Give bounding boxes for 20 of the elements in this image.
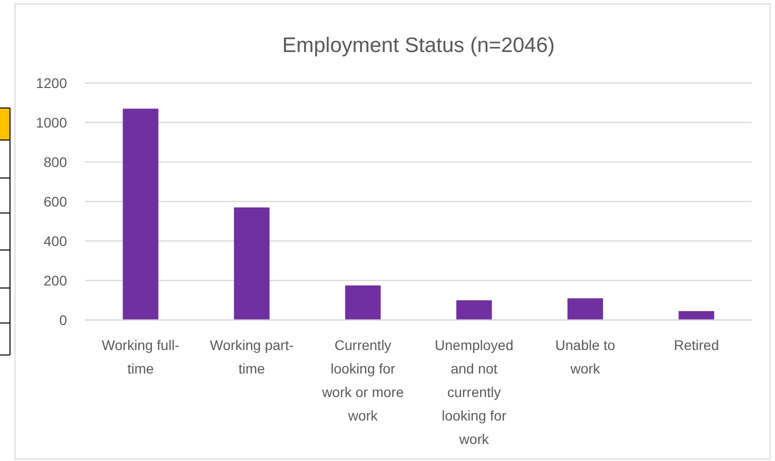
bar <box>456 300 492 320</box>
x-tick-label: Working full-time <box>102 337 180 376</box>
y-tick-label: 800 <box>44 154 68 170</box>
y-tick-label: 0 <box>59 312 68 328</box>
bar <box>234 207 270 320</box>
bar <box>567 298 604 320</box>
y-tick-label: 1200 <box>36 74 68 91</box>
x-tick-label: Working part-time <box>210 337 294 376</box>
y-tick-label: 400 <box>44 232 68 249</box>
x-tick-label: Unable to work <box>555 337 616 376</box>
y-tick-label: 600 <box>44 193 68 210</box>
bar <box>122 108 158 320</box>
y-tick-label: 1000 <box>36 114 68 130</box>
bar <box>678 311 714 320</box>
bar <box>345 285 381 320</box>
chart-title: Employment Status (n=2046) <box>282 34 555 57</box>
x-tick-label: Currently looking for work or more work <box>321 337 404 424</box>
y-tick-label: 200 <box>44 272 68 288</box>
x-tick-label: Unemployed and not currently looking for work <box>434 337 514 447</box>
x-tick-label: Retired <box>674 337 719 353</box>
